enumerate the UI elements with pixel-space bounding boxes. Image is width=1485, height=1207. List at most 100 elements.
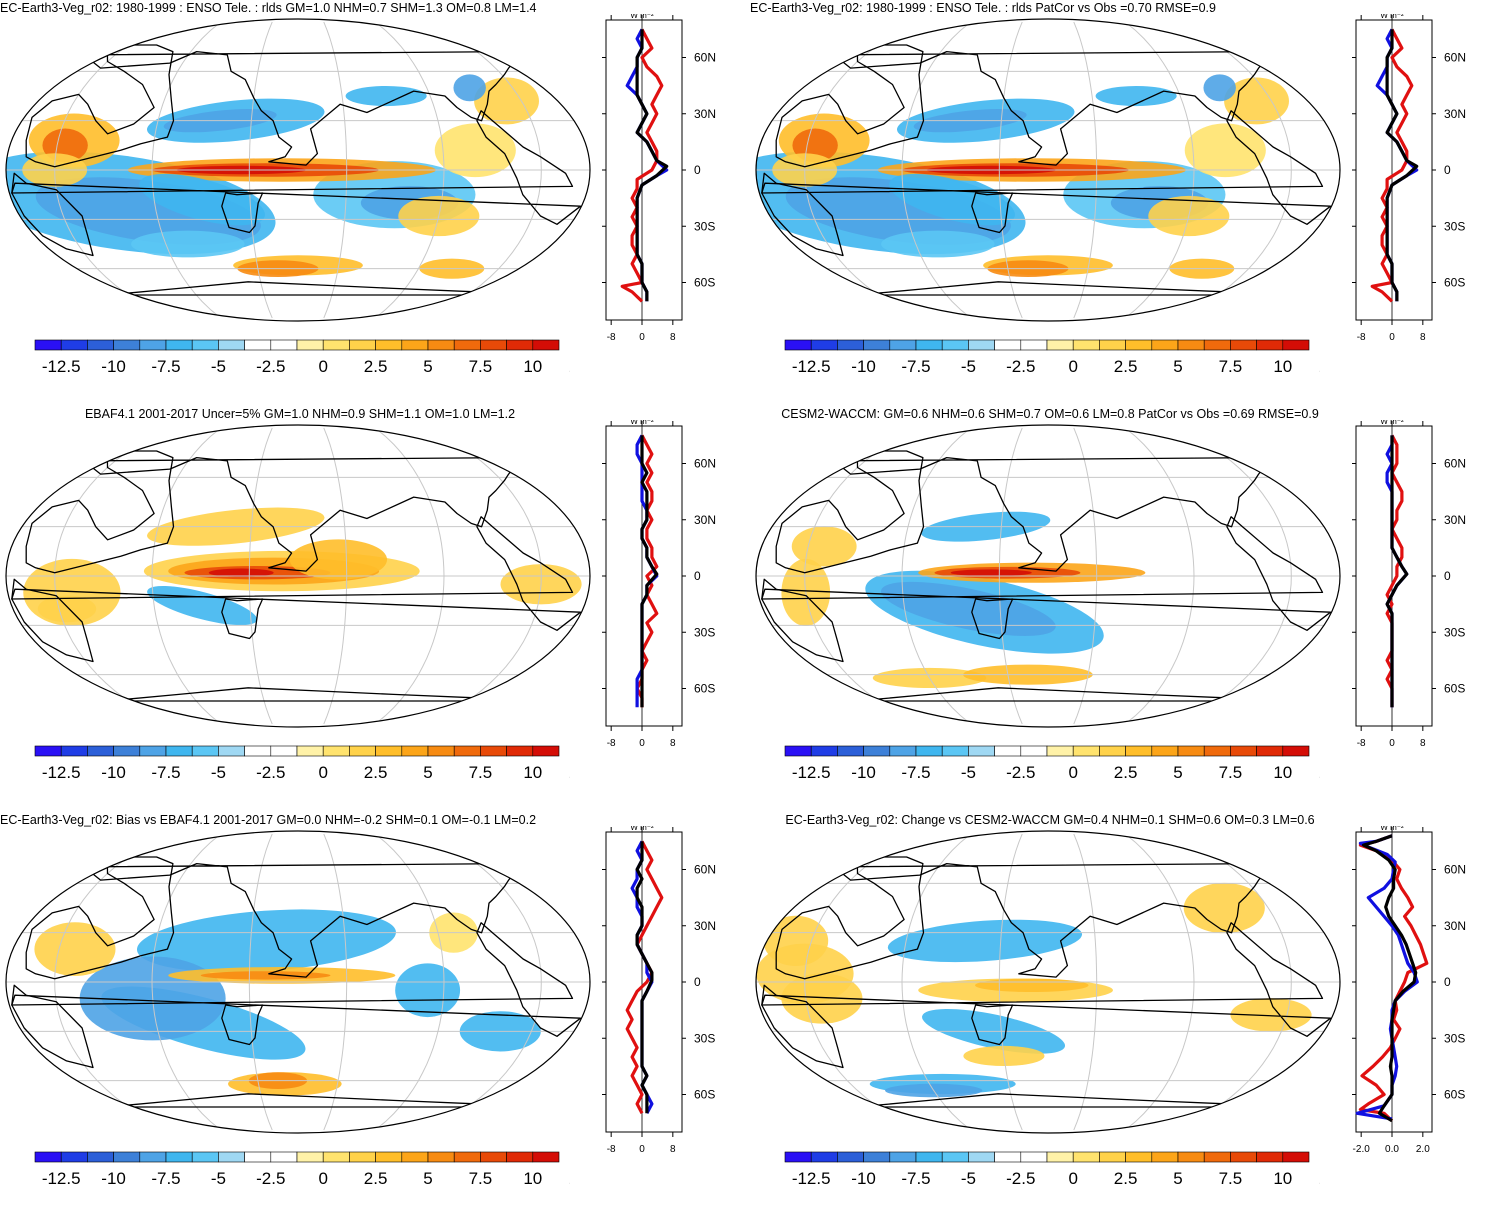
- colorbar-swatch: [863, 339, 891, 351]
- colorbar-swatch: [1203, 339, 1231, 351]
- y-tick-label: 60S: [1444, 1088, 1465, 1102]
- coastline: [761, 172, 844, 257]
- map-border: [5, 830, 591, 1134]
- anomaly-field: [453, 74, 486, 102]
- colorbar-swatch: [968, 745, 995, 757]
- x-tick-label: 8: [670, 738, 676, 749]
- colorbar-label: -5: [211, 357, 226, 376]
- colorbar-swatch: [994, 1151, 1022, 1163]
- colorbar-swatch: [1256, 1151, 1284, 1163]
- colorbar-swatch: [1282, 745, 1310, 757]
- colorbar-swatch: [480, 1151, 507, 1163]
- colorbar-label: -2.5: [256, 763, 285, 782]
- colorbar-swatch: [1020, 745, 1048, 757]
- colorbar: -12.5 -10 -7.5 -5 -2.5 0 2.5 5 7.5 10 12.5: [784, 1151, 1320, 1188]
- coastline: [971, 192, 1014, 234]
- colorbar-label: -12.5: [42, 357, 81, 376]
- anomaly-field: [345, 85, 427, 107]
- colorbar-label: 10: [523, 763, 542, 782]
- world-map: [5, 424, 591, 728]
- colorbar-swatch: [218, 339, 245, 351]
- coastline: [843, 687, 1253, 702]
- colorbar-label: -12.5: [792, 763, 831, 782]
- y-tick-label: 0: [694, 975, 701, 989]
- colorbar-swatch: [915, 745, 943, 757]
- profile-frame: [1355, 19, 1433, 321]
- colorbar-label: 10: [1273, 357, 1292, 376]
- coastline: [775, 450, 925, 574]
- colorbar-swatch: [1282, 1151, 1310, 1163]
- colorbar-swatch: [1125, 1151, 1153, 1163]
- coastline: [761, 516, 1332, 631]
- colorbar-swatch: [349, 1151, 376, 1163]
- profile-line-land: [1385, 434, 1404, 708]
- colorbar-swatch: [994, 745, 1022, 757]
- longitude-gridline: [151, 833, 222, 1131]
- colorbar-swatch: [915, 339, 943, 351]
- colorbar-swatch: [1099, 1151, 1126, 1163]
- colorbar-label: 0: [318, 763, 327, 782]
- colorbar-swatch: [375, 339, 403, 351]
- colorbar-swatch: [784, 339, 812, 351]
- colorbar-label: -7.5: [901, 1169, 930, 1188]
- longitude-gridline: [323, 833, 348, 1131]
- coastline: [11, 922, 582, 1037]
- x-tick-label: -8: [607, 1144, 616, 1155]
- anomaly-field: [131, 230, 245, 258]
- colorbar-swatch: [810, 339, 838, 351]
- coastline: [221, 192, 264, 234]
- colorbar-swatch: [863, 1151, 891, 1163]
- colorbar-swatch: [270, 339, 298, 351]
- y-tick-label: 30N: [1444, 107, 1466, 121]
- longitude-gridline: [248, 427, 273, 725]
- colorbar-swatch: [837, 745, 864, 757]
- colorbar-label: 5: [1173, 763, 1182, 782]
- longitude-gridline: [998, 21, 1023, 319]
- longitude-gridline: [804, 21, 920, 319]
- colorbar-label: 7.5: [469, 357, 493, 376]
- coastline: [93, 281, 503, 296]
- longitude-gridline: [1124, 427, 1195, 725]
- colorbar-swatch: [1177, 745, 1205, 757]
- colorbar-swatch: [1256, 745, 1284, 757]
- colorbar-swatch: [1020, 339, 1048, 351]
- colorbar-label: -12.5: [42, 763, 81, 782]
- x-tick-label: -8: [1357, 738, 1366, 749]
- colorbar-swatch: [139, 745, 167, 757]
- colorbar-label: -2.5: [256, 1169, 285, 1188]
- colorbar-label: -7.5: [151, 763, 180, 782]
- y-tick-label: 30N: [694, 919, 716, 933]
- longitude-gridline: [248, 21, 273, 319]
- colorbar-swatch: [506, 745, 534, 757]
- colorbar-swatch: [401, 1151, 429, 1163]
- colorbar-label: 0: [1068, 763, 1077, 782]
- colorbar-label: 10: [1273, 763, 1292, 782]
- colorbar: -12.5 -10 -7.5 -5 -2.5 0 2.5 5 7.5 10 12.5: [34, 745, 570, 782]
- anomaly-field: [395, 963, 461, 1018]
- colorbar-swatch: [191, 339, 219, 351]
- x-tick-label: -8: [607, 332, 616, 343]
- longitude-gridline: [1124, 21, 1195, 319]
- x-tick-label: 0: [1389, 738, 1395, 749]
- colorbar-swatch: [1072, 1151, 1100, 1163]
- anomaly-field: [1184, 123, 1266, 178]
- chart-panel-2: EC-Earth3-Veg_r02: 1980-1999 : ENSO Tele…: [750, 0, 1485, 395]
- colorbar-swatch: [1125, 339, 1153, 351]
- colorbar-swatch: [453, 745, 481, 757]
- profile-line-global: [635, 29, 669, 302]
- panel-title: EBAF4.1 2001-2017 Uncer=5% GM=1.0 NHM=0.…: [84, 407, 516, 421]
- y-tick-label: 30N: [1444, 513, 1466, 527]
- colorbar-label: 12.5: [569, 763, 570, 782]
- colorbar-swatch: [941, 339, 969, 351]
- y-tick-label: 30S: [1444, 625, 1465, 639]
- y-tick-label: 0: [694, 163, 701, 177]
- longitude-gridline: [426, 427, 542, 725]
- anomaly-field: [950, 569, 1032, 577]
- anomaly-field: [136, 909, 396, 973]
- colorbar-label: -10: [101, 357, 126, 376]
- y-tick-label: 60N: [694, 51, 716, 65]
- longitude-gridline: [1124, 833, 1195, 1131]
- x-tick-label: 0: [639, 1144, 645, 1155]
- colorbar-label: 2.5: [364, 1169, 388, 1188]
